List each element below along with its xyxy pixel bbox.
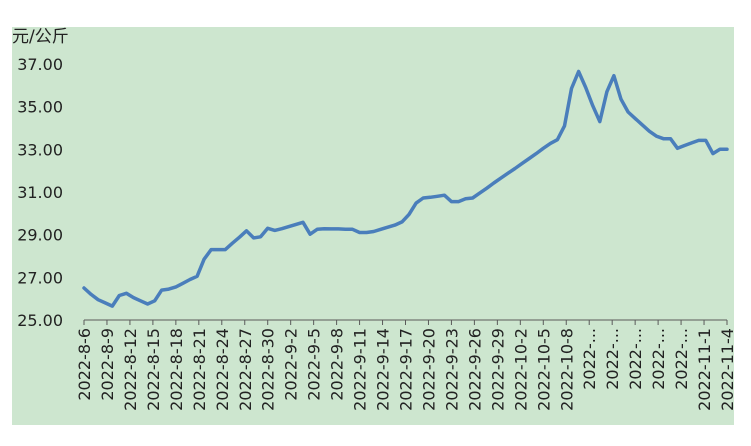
chart-background bbox=[12, 27, 734, 425]
x-tick-label: 2022-9-26 bbox=[465, 328, 484, 411]
y-tick-label: 27.00 bbox=[17, 268, 63, 287]
x-tick-label: 2022-... bbox=[603, 328, 622, 390]
x-tick-label: 2022-... bbox=[672, 328, 691, 390]
y-tick-label: 33.00 bbox=[17, 140, 63, 159]
x-tick-label: 2022-9-5 bbox=[305, 328, 324, 401]
x-tick-label: 2022-8-12 bbox=[121, 328, 140, 411]
x-tick-label: 2022-8-30 bbox=[259, 328, 278, 411]
x-tick-label: 2022-9-8 bbox=[328, 328, 347, 401]
price-series-line bbox=[82, 69, 729, 308]
x-tick-label: 2022-8-27 bbox=[236, 328, 255, 411]
x-tick-label: 2022-10-2 bbox=[511, 328, 530, 411]
y-axis-ticks: 25.00 27.00 29.00 31.00 33.00 35.00 37.00 bbox=[17, 55, 63, 330]
x-tick-label: 2022-9-17 bbox=[397, 328, 416, 411]
x-tick-label: 2022-9-2 bbox=[282, 328, 301, 401]
x-tick-label: 2022-8-9 bbox=[98, 328, 117, 401]
x-tick-label: 2022-8-18 bbox=[167, 328, 186, 411]
x-tick-label: 2022-9-23 bbox=[442, 328, 461, 411]
x-tick-label: 2022-11-4 bbox=[718, 328, 737, 411]
x-tick-label: 2022-9-20 bbox=[419, 328, 438, 411]
x-tick-label: 2022-10-8 bbox=[557, 328, 576, 411]
x-tick-label: 2022-8-24 bbox=[213, 328, 232, 411]
x-tick-label: 2022-8-6 bbox=[75, 328, 94, 401]
y-axis-unit-label: 元/公斤 bbox=[12, 27, 69, 47]
x-tick-label: 2022-10-5 bbox=[534, 328, 553, 411]
x-tick-label: 2022-... bbox=[580, 328, 599, 390]
x-tick-label: 2022-... bbox=[649, 328, 668, 390]
y-tick-label: 25.00 bbox=[17, 311, 63, 330]
x-tick-label: 2022-8-15 bbox=[144, 328, 163, 411]
x-tick-label: 2022-9-14 bbox=[374, 328, 393, 411]
x-tick-label: 2022-9-29 bbox=[488, 328, 507, 411]
x-tick-label: 2022-8-21 bbox=[190, 328, 209, 411]
x-axis-ticks: 2022-8-6 2022-8-9 2022-8-12 2022-8-15 2022-8… bbox=[75, 320, 737, 411]
x-tick-label: 2022-11-1 bbox=[695, 328, 714, 411]
x-tick-label: 2022-... bbox=[626, 328, 645, 390]
y-tick-label: 37.00 bbox=[17, 55, 63, 74]
y-tick-label: 31.00 bbox=[17, 183, 63, 202]
x-tick-label: 2022-9-11 bbox=[351, 328, 370, 411]
y-tick-label: 35.00 bbox=[17, 98, 63, 117]
y-tick-label: 29.00 bbox=[17, 226, 63, 245]
